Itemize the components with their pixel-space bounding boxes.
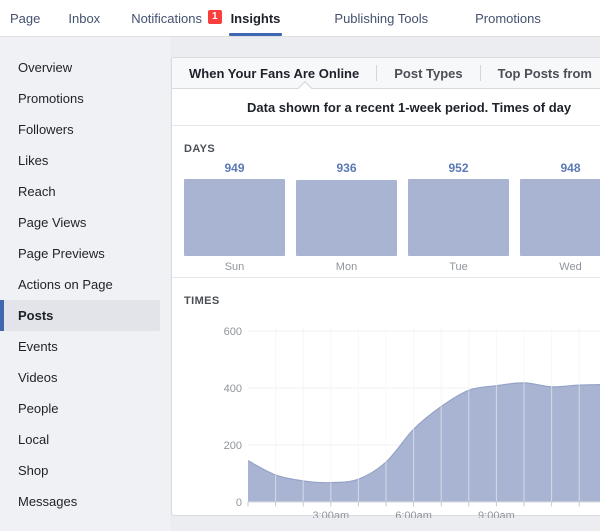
tab-post-types[interactable]: Post Types: [377, 58, 479, 88]
tab-label: When Your Fans Are Online: [189, 66, 359, 81]
sidebar-item-likes[interactable]: Likes: [0, 145, 170, 176]
sidebar-item-promotions[interactable]: Promotions: [0, 83, 170, 114]
day-bar-wed: 948 Wed: [520, 161, 600, 273]
day-bar-tue: 952 Tue: [408, 161, 509, 273]
sidebar-item-label: Posts: [18, 308, 53, 323]
sidebar-item-shop[interactable]: Shop: [0, 455, 170, 486]
day-bar-fill: [408, 179, 509, 256]
sidebar-item-label: Page Views: [18, 215, 86, 230]
nav-item-label: Inbox: [68, 11, 100, 26]
day-bar-label: Mon: [296, 261, 397, 273]
sidebar-item-label: Likes: [18, 153, 48, 168]
day-bar-fill: [184, 179, 285, 256]
benchmark-tabbar: When Your Fans Are Online Post Types Top P…: [172, 58, 600, 89]
sidebar-item-videos[interactable]: Videos: [0, 362, 170, 393]
days-heading: DAYS: [184, 143, 600, 155]
day-bar-label: Sun: [184, 261, 285, 273]
sidebar-item-label: Followers: [18, 122, 74, 137]
day-bar-track: [408, 179, 509, 256]
day-bar-label: Tue: [408, 261, 509, 273]
day-bar-label: Wed: [520, 261, 600, 273]
sidebar-item-posts[interactable]: Posts: [0, 300, 160, 331]
day-bar-value: 949: [184, 161, 285, 177]
day-bar-value: 936: [296, 161, 397, 177]
sidebar-item-page-views[interactable]: Page Views: [0, 207, 170, 238]
nav-item-page[interactable]: Page: [10, 0, 40, 36]
top-nav: Page Inbox Notifications 1 Insights Publishin…: [0, 0, 600, 37]
day-bar-mon: 936 Mon: [296, 161, 397, 273]
sidebar-item-label: Page Previews: [18, 246, 105, 261]
nav-item-promotions[interactable]: Promotions: [475, 0, 541, 36]
y-axis-tick-label: 0: [236, 497, 242, 509]
sidebar-item-label: Overview: [18, 60, 72, 75]
insights-sidebar: Overview Promotions Followers Likes Reach Pag…: [0, 37, 170, 531]
days-bar-chart: 949 Sun 936 Mon 952 Tue 948 Wed: [184, 161, 600, 273]
times-area-chart: 0 200 400 600 3:00am 6:00am 9:00am: [172, 313, 600, 518]
sidebar-item-followers[interactable]: Followers: [0, 114, 170, 145]
period-banner-text: Data shown for a recent 1-week period. T…: [247, 100, 571, 115]
sidebar-item-overview[interactable]: Overview: [0, 52, 170, 83]
day-bar-track: [296, 179, 397, 256]
day-bar-value: 948: [520, 161, 600, 177]
day-bar-track: [520, 179, 600, 256]
sidebar-item-reach[interactable]: Reach: [0, 176, 170, 207]
y-axis-tick-label: 400: [224, 383, 242, 395]
sidebar-item-label: Messages: [18, 494, 77, 509]
tab-when-your-fans-are-online[interactable]: When Your Fans Are Online: [172, 58, 376, 88]
x-axis-tick-label: 6:00am: [395, 510, 432, 518]
facebook-insights-page: { "nav": { "items": [ { "label": "Page",…: [0, 0, 600, 531]
tab-label: Top Posts from: [498, 66, 592, 81]
x-axis-tick-label: 9:00am: [478, 510, 515, 518]
tab-label: Post Types: [394, 66, 462, 81]
sidebar-item-actions-on-page[interactable]: Actions on Page: [0, 269, 170, 300]
sidebar-item-label: Promotions: [18, 91, 84, 106]
active-nav-underline: [229, 33, 283, 36]
sidebar-item-label: Shop: [18, 463, 48, 478]
period-banner: Data shown for a recent 1-week period. T…: [172, 89, 600, 126]
y-axis-tick-label: 200: [224, 440, 242, 452]
tab-top-posts-from[interactable]: Top Posts from: [481, 58, 600, 88]
day-bar-fill: [520, 179, 600, 256]
sidebar-item-page-previews[interactable]: Page Previews: [0, 238, 170, 269]
days-section: DAYS 949 Sun 936 Mon 952 Tue 948 Wed: [172, 126, 600, 278]
sidebar-item-events[interactable]: Events: [0, 331, 170, 362]
day-bar-sun: 949 Sun: [184, 161, 285, 273]
nav-item-label: Publishing Tools: [334, 11, 428, 26]
day-bar-fill: [296, 180, 397, 256]
y-axis-tick-label: 600: [224, 326, 242, 338]
sidebar-item-people[interactable]: People: [0, 393, 170, 424]
sidebar-item-label: Reach: [18, 184, 56, 199]
times-heading: TIMES: [184, 295, 600, 307]
sidebar-item-label: Videos: [18, 370, 58, 385]
nav-item-label: Promotions: [475, 11, 541, 26]
day-bar-track: [184, 179, 285, 256]
times-section: TIMES 0 200 400 600 3:00am 6:00am 9:00am: [172, 278, 600, 518]
sidebar-item-label: Local: [18, 432, 49, 447]
nav-item-insights[interactable]: Insights: [231, 0, 281, 36]
nav-item-label: Insights: [231, 11, 281, 26]
sidebar-item-label: Events: [18, 339, 58, 354]
fans-online-card: When Your Fans Are Online Post Types Top P…: [171, 57, 600, 516]
sidebar-item-label: People: [18, 401, 58, 416]
sidebar-item-local[interactable]: Local: [0, 424, 170, 455]
sidebar-item-messages[interactable]: Messages: [0, 486, 170, 517]
day-bar-value: 952: [408, 161, 509, 177]
nav-item-label: Notifications: [131, 11, 202, 26]
nav-item-inbox[interactable]: Inbox: [68, 0, 100, 36]
notifications-count-badge: 1: [208, 10, 222, 24]
x-axis-tick-label: 3:00am: [312, 510, 349, 518]
nav-item-publishing-tools[interactable]: Publishing Tools: [334, 0, 428, 36]
sidebar-item-label: Actions on Page: [18, 277, 113, 292]
nav-item-label: Page: [10, 11, 40, 26]
nav-item-notifications[interactable]: Notifications 1: [131, 0, 221, 36]
